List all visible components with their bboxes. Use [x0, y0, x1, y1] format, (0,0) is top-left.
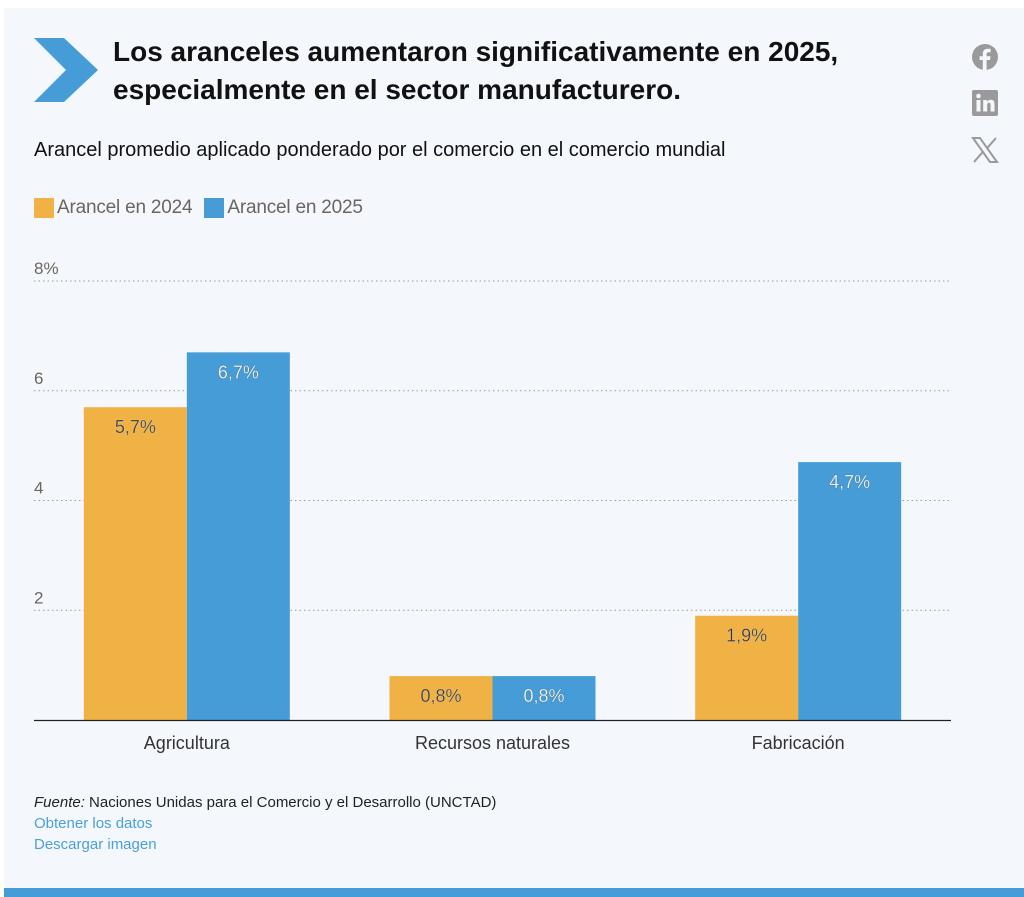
bar	[492, 676, 596, 720]
linkedin-icon[interactable]	[970, 88, 1000, 118]
legend-label-2024: Arancel en 2024	[57, 197, 193, 218]
x-tick-label: Recursos naturales	[415, 733, 570, 753]
chart-footer: Fuente: Naciones Unidas para el Comercio…	[34, 792, 496, 855]
bar	[695, 615, 799, 720]
legend-item-2024[interactable]: Arancel en 2024	[34, 197, 193, 219]
page-title: Los aranceles aumentaron significativame…	[113, 36, 839, 105]
bar	[798, 462, 902, 720]
x-icon[interactable]	[970, 135, 1000, 165]
get-data-link[interactable]: Obtener los datos	[34, 815, 153, 832]
legend-item-2025[interactable]: Arancel en 2025	[204, 197, 363, 219]
facebook-icon[interactable]	[970, 42, 1000, 72]
bar	[389, 676, 493, 720]
source-line: Fuente: Naciones Unidas para el Comercio…	[34, 792, 496, 813]
data-label: 6,7%	[218, 362, 259, 382]
data-label: 0,8%	[420, 686, 461, 706]
y-tick-label: 4	[34, 479, 43, 498]
y-tick-label: 2	[34, 588, 43, 607]
chart-title: Arancel promedio aplicado ponderado por …	[34, 139, 726, 161]
y-tick-label: 8%	[34, 259, 59, 278]
legend-swatch-2025	[204, 198, 225, 218]
data-label: 5,7%	[115, 417, 156, 437]
bar	[83, 407, 187, 720]
legend-swatch-2024	[34, 198, 54, 218]
data-label: 4,7%	[829, 472, 870, 492]
x-tick-label: Fabricación	[752, 733, 845, 753]
download-image-link[interactable]: Descargar imagen	[34, 836, 157, 853]
source-label: Fuente:	[34, 794, 85, 811]
bar	[186, 352, 290, 720]
chart-legend: Arancel en 2024 Arancel en 2025	[34, 197, 375, 219]
x-tick-label: Agricultura	[144, 733, 231, 753]
data-label: 0,8%	[523, 686, 564, 706]
bottom-accent-bar	[4, 888, 1024, 897]
y-tick-label: 6	[34, 369, 43, 388]
data-label: 1,9%	[726, 626, 767, 646]
legend-label-2025: Arancel en 2025	[227, 197, 363, 218]
source-text: Naciones Unidas para el Comercio y el De…	[89, 794, 497, 811]
chevron-right-icon	[34, 38, 98, 102]
